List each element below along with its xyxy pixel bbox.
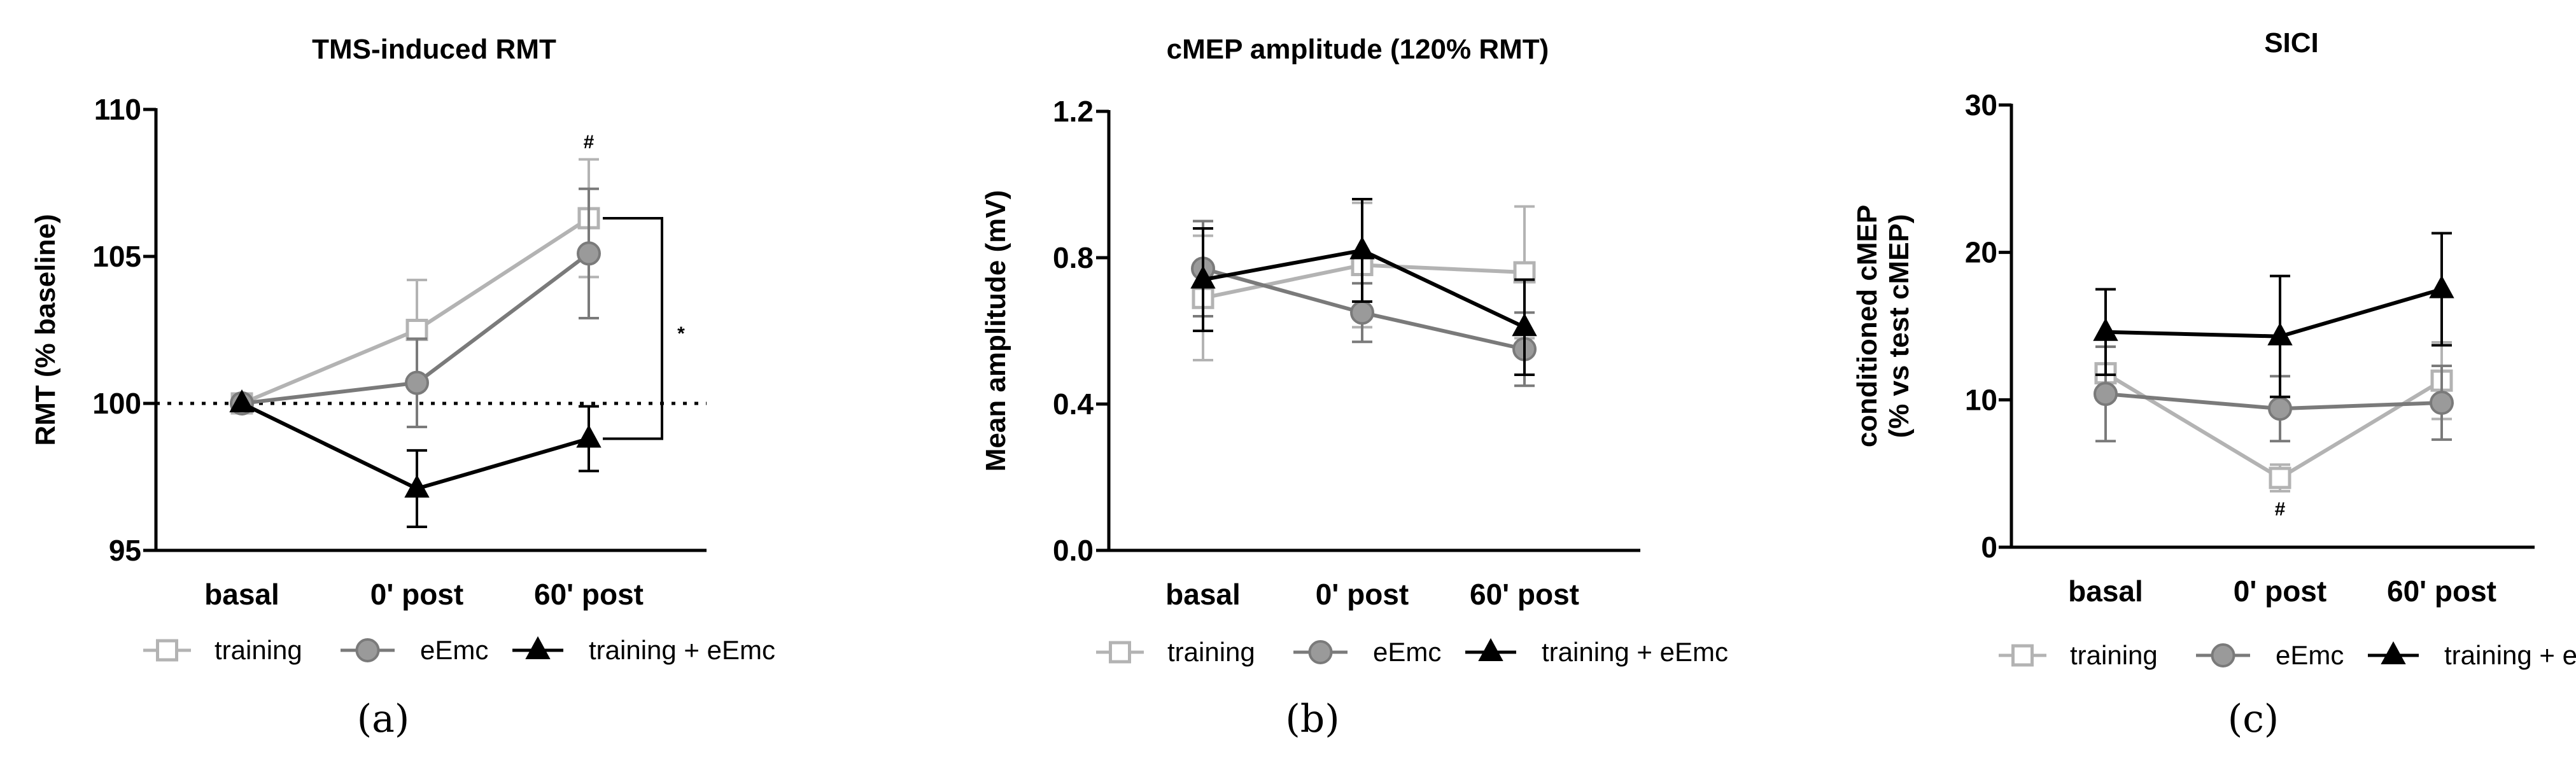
- legend-marker: [525, 636, 551, 659]
- y-axis-label-line: conditioned cMEP: [1852, 205, 1883, 447]
- legend: training eEmc training + eEmc: [1999, 640, 2576, 670]
- legend-marker: [1478, 638, 1503, 661]
- y-tick-label: 0: [1981, 531, 1997, 564]
- x-category-label: 60' post: [1470, 578, 1579, 611]
- x-category-label: basal: [204, 578, 279, 611]
- y-tick-label: 0.4: [1053, 387, 1094, 421]
- chart-title: SICI: [2264, 27, 2319, 59]
- chart-panel-2: cMEP amplitude (120% RMT) Mean amplitude …: [980, 34, 1728, 741]
- series-eemc: [2094, 345, 2454, 443]
- significance-marker: #: [584, 132, 595, 153]
- legend-marker: [1109, 641, 1131, 664]
- data-point: [2268, 396, 2292, 421]
- chart-title: cMEP amplitude (120% RMT): [1167, 34, 1549, 65]
- panel-label: (c): [2228, 697, 2279, 741]
- y-axis-label: conditioned cMEP(% vs test cMEP): [1852, 205, 1915, 447]
- panel-label: (a): [357, 697, 410, 741]
- series-training-eemc: [2093, 232, 2454, 398]
- legend: training eEmc training + eEmc: [143, 635, 775, 665]
- data-point: [2429, 275, 2454, 298]
- x-category-label: basal: [2068, 575, 2143, 608]
- y-tick-label: 105: [92, 240, 141, 273]
- y-tick-label: 10: [1965, 383, 1997, 416]
- legend-label: eEmc: [420, 635, 488, 665]
- series-training-eemc: [229, 389, 602, 529]
- legend-marker: [1308, 640, 1333, 664]
- data-point: [2267, 322, 2293, 346]
- legend-marker: [2381, 641, 2406, 664]
- legend-marker: [156, 639, 178, 662]
- y-axis-label: RMT (% baseline): [30, 214, 61, 445]
- series-line: [2104, 372, 2443, 480]
- panel-label: (b): [1285, 697, 1339, 741]
- data-point: [404, 474, 430, 498]
- y-axis-label: Mean amplitude (mV): [980, 190, 1011, 472]
- legend-label: training + eEmc: [589, 635, 775, 665]
- series-line: [2105, 287, 2442, 339]
- y-axis-label-line: (% vs test cMEP): [1883, 214, 1915, 438]
- legend-label: eEmc: [2276, 640, 2344, 670]
- y-tick-label: 100: [92, 387, 141, 420]
- legend-marker: [2011, 644, 2034, 667]
- legend-label: training + eEmc: [1542, 637, 1728, 667]
- significance-marker: #: [2275, 499, 2286, 520]
- legend-label: training: [1167, 637, 1255, 667]
- x-category-label: 60' post: [2387, 575, 2496, 608]
- data-point: [576, 424, 602, 448]
- x-category-label: 0' post: [370, 578, 463, 611]
- legend-marker: [355, 638, 380, 662]
- legend-label: training + eEmc: [2444, 640, 2576, 670]
- y-tick-label: 0.8: [1053, 241, 1094, 274]
- x-category-label: 0' post: [1316, 578, 1409, 611]
- x-category-label: basal: [1165, 578, 1241, 611]
- series-training-eemc: [1190, 198, 1537, 376]
- y-tick-label: 95: [109, 534, 141, 567]
- y-tick-label: 0.0: [1053, 534, 1094, 567]
- data-point: [229, 389, 255, 412]
- data-point: [1349, 236, 1375, 260]
- legend-label: training: [215, 635, 302, 665]
- chart-panel-3: SICI conditioned cMEP(% vs test cMEP) 0 10 2…: [1852, 27, 2576, 741]
- series-line: [241, 401, 589, 491]
- legend-label: training: [2070, 640, 2158, 670]
- x-category-label: 60' post: [534, 578, 644, 611]
- series-eemc: [230, 187, 601, 428]
- x-category-label: 0' post: [2234, 575, 2326, 608]
- significance-marker: *: [677, 323, 685, 344]
- data-point: [405, 370, 429, 395]
- data-point: [577, 241, 601, 266]
- y-tick-label: 110: [94, 93, 141, 126]
- data-point: [1190, 265, 1216, 289]
- chart-panel-1: TMS-induced RMT RMT (% baseline) 95 100 105 1…: [30, 34, 775, 741]
- legend: training eEmc training + eEmc: [1096, 637, 1728, 667]
- y-tick-label: 30: [1965, 88, 1997, 122]
- y-tick-label: 20: [1965, 236, 1997, 269]
- significance-bracket: [603, 216, 663, 440]
- data-point: [2430, 390, 2454, 415]
- series-eemc: [1191, 220, 1537, 387]
- legend-marker: [2211, 643, 2235, 667]
- data-point: [2269, 466, 2291, 489]
- data-point: [1512, 313, 1537, 337]
- data-point: [2093, 318, 2118, 341]
- data-point: [1350, 300, 1374, 325]
- data-point: [2094, 382, 2118, 407]
- chart-title: TMS-induced RMT: [312, 34, 556, 65]
- legend-label: eEmc: [1373, 637, 1441, 667]
- data-point: [405, 319, 428, 341]
- y-tick-label: 1.2: [1053, 95, 1094, 128]
